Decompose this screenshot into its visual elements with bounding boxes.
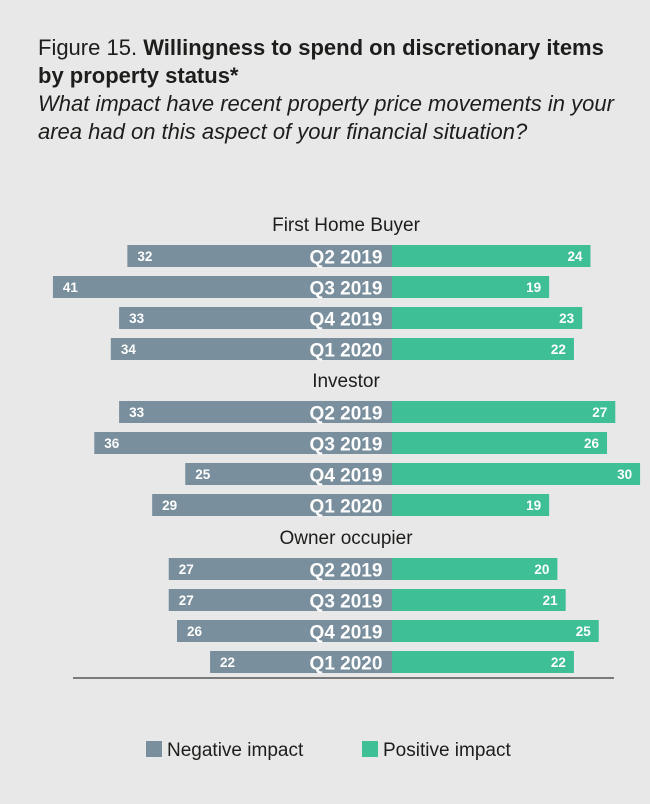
quarter-label: Q3 2019 (310, 279, 383, 300)
positive-bar (392, 276, 550, 298)
quarter-label: Q4 2019 (310, 623, 383, 644)
positive-bar (392, 494, 550, 516)
negative-bar (185, 463, 392, 485)
figure-number: Figure 15. (38, 35, 138, 60)
negative-value-label: 34 (121, 342, 137, 357)
title-text: Willingness to spend on discretionary it… (38, 35, 604, 88)
positive-value-label: 30 (617, 467, 632, 482)
positive-value-label: 20 (534, 562, 549, 577)
positive-value-label: 22 (551, 342, 566, 357)
quarter-label: Q4 2019 (310, 310, 383, 331)
negative-bar (119, 307, 392, 329)
quarter-label: Q4 2019 (310, 466, 383, 487)
group-title: Owner occupier (279, 528, 413, 549)
negative-value-label: 33 (129, 405, 145, 420)
positive-bar (392, 651, 574, 673)
negative-value-label: 25 (195, 467, 211, 482)
negative-bar (152, 494, 392, 516)
positive-bar (392, 432, 608, 454)
negative-bar (168, 589, 392, 611)
negative-value-label: 26 (187, 624, 203, 639)
negative-value-label: 36 (104, 436, 120, 451)
legend-swatch-negative (146, 741, 162, 757)
quarter-label: Q1 2020 (310, 654, 383, 675)
chart-header: Figure 15. Willingness to spend on discr… (38, 34, 628, 146)
negative-bar (168, 558, 392, 580)
negative-value-label: 27 (179, 593, 194, 608)
quarter-label: Q3 2019 (310, 592, 383, 613)
negative-value-label: 27 (179, 562, 194, 577)
quarter-label: Q1 2020 (310, 341, 383, 362)
legend-label-positive: Positive impact (383, 740, 511, 761)
positive-value-label: 21 (543, 593, 559, 608)
positive-value-label: 25 (576, 624, 592, 639)
negative-value-label: 33 (129, 311, 145, 326)
positive-bar (392, 338, 574, 360)
positive-bar (392, 401, 616, 423)
negative-bar (210, 651, 392, 673)
positive-bar (392, 307, 583, 329)
positive-bar (392, 589, 566, 611)
legend-label-negative: Negative impact (167, 740, 304, 761)
positive-value-label: 22 (551, 655, 566, 670)
positive-value-label: 23 (559, 311, 575, 326)
negative-value-label: 29 (162, 498, 177, 513)
positive-value-label: 26 (584, 436, 600, 451)
negative-value-label: 32 (137, 249, 152, 264)
negative-bar (127, 245, 393, 267)
legend-swatch-positive (362, 741, 378, 757)
negative-value-label: 41 (63, 280, 79, 295)
positive-value-label: 27 (592, 405, 607, 420)
positive-value-label: 24 (567, 249, 583, 264)
negative-bar (176, 620, 392, 642)
quarter-label: Q2 2019 (310, 561, 383, 582)
positive-bar (392, 245, 591, 267)
chart-subtitle: What impact have recent property price m… (38, 91, 614, 144)
group-title: First Home Buyer (272, 215, 420, 236)
positive-bar (392, 620, 599, 642)
quarter-label: Q3 2019 (310, 435, 383, 456)
negative-bar (94, 432, 392, 454)
negative-value-label: 22 (220, 655, 235, 670)
negative-bar (110, 338, 392, 360)
positive-value-label: 19 (526, 280, 541, 295)
group-title: Investor (312, 371, 380, 392)
quarter-label: Q1 2020 (310, 497, 383, 518)
positive-bar (392, 558, 558, 580)
quarter-label: Q2 2019 (310, 248, 383, 269)
positive-bar (392, 463, 641, 485)
negative-bar (119, 401, 392, 423)
negative-bar (52, 276, 393, 298)
positive-value-label: 19 (526, 498, 541, 513)
quarter-label: Q2 2019 (310, 404, 383, 425)
chart-title: Figure 15. Willingness to spend on discr… (38, 34, 628, 90)
